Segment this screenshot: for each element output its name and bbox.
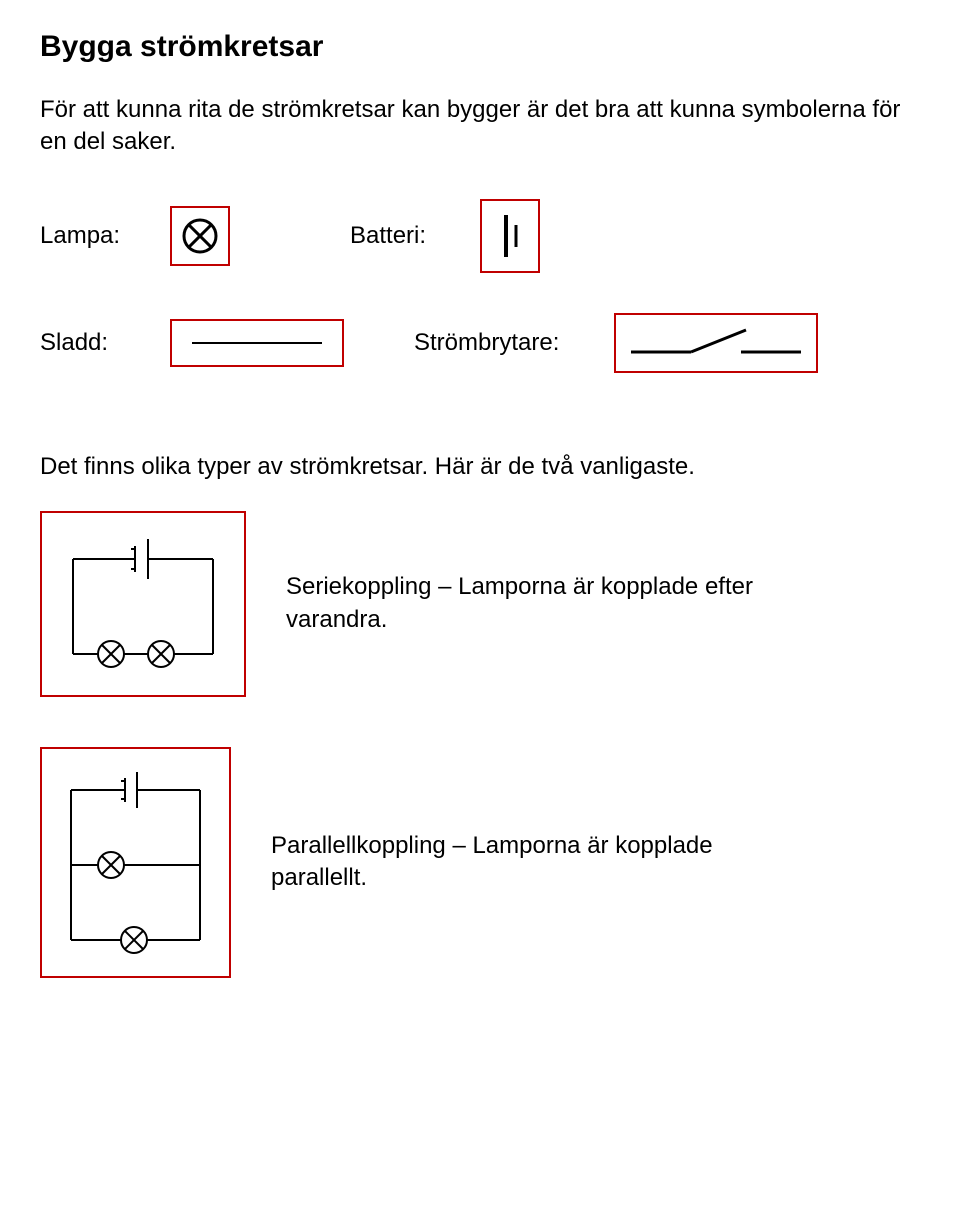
wire-label: Sladd: (40, 329, 140, 357)
switch-label: Strömbrytare: (414, 329, 584, 357)
symbol-row-1: Lampa: Batteri: (40, 199, 920, 273)
parallel-desc: Parallellkoppling – Lamporna är kopplade… (271, 830, 771, 895)
parallel-row: Parallellkoppling – Lamporna är kopplade… (40, 747, 920, 978)
body-text: Det finns olika typer av strömkretsar. H… (40, 453, 920, 481)
battery-label: Batteri: (350, 222, 450, 250)
switch-icon (614, 313, 818, 373)
series-desc: Seriekoppling – Lamporna är kopplade eft… (286, 571, 786, 636)
series-row: Seriekoppling – Lamporna är kopplade eft… (40, 511, 920, 697)
series-circuit-icon (40, 511, 246, 697)
symbol-row-2: Sladd: Strömbrytare: (40, 313, 920, 373)
wire-icon (170, 319, 344, 367)
lamp-icon (170, 206, 230, 266)
battery-icon (480, 199, 540, 273)
lamp-label: Lampa: (40, 222, 140, 250)
parallel-circuit-icon (40, 747, 231, 978)
page-title: Bygga strömkretsar (40, 30, 920, 64)
intro-text: För att kunna rita de strömkretsar kan b… (40, 94, 920, 159)
